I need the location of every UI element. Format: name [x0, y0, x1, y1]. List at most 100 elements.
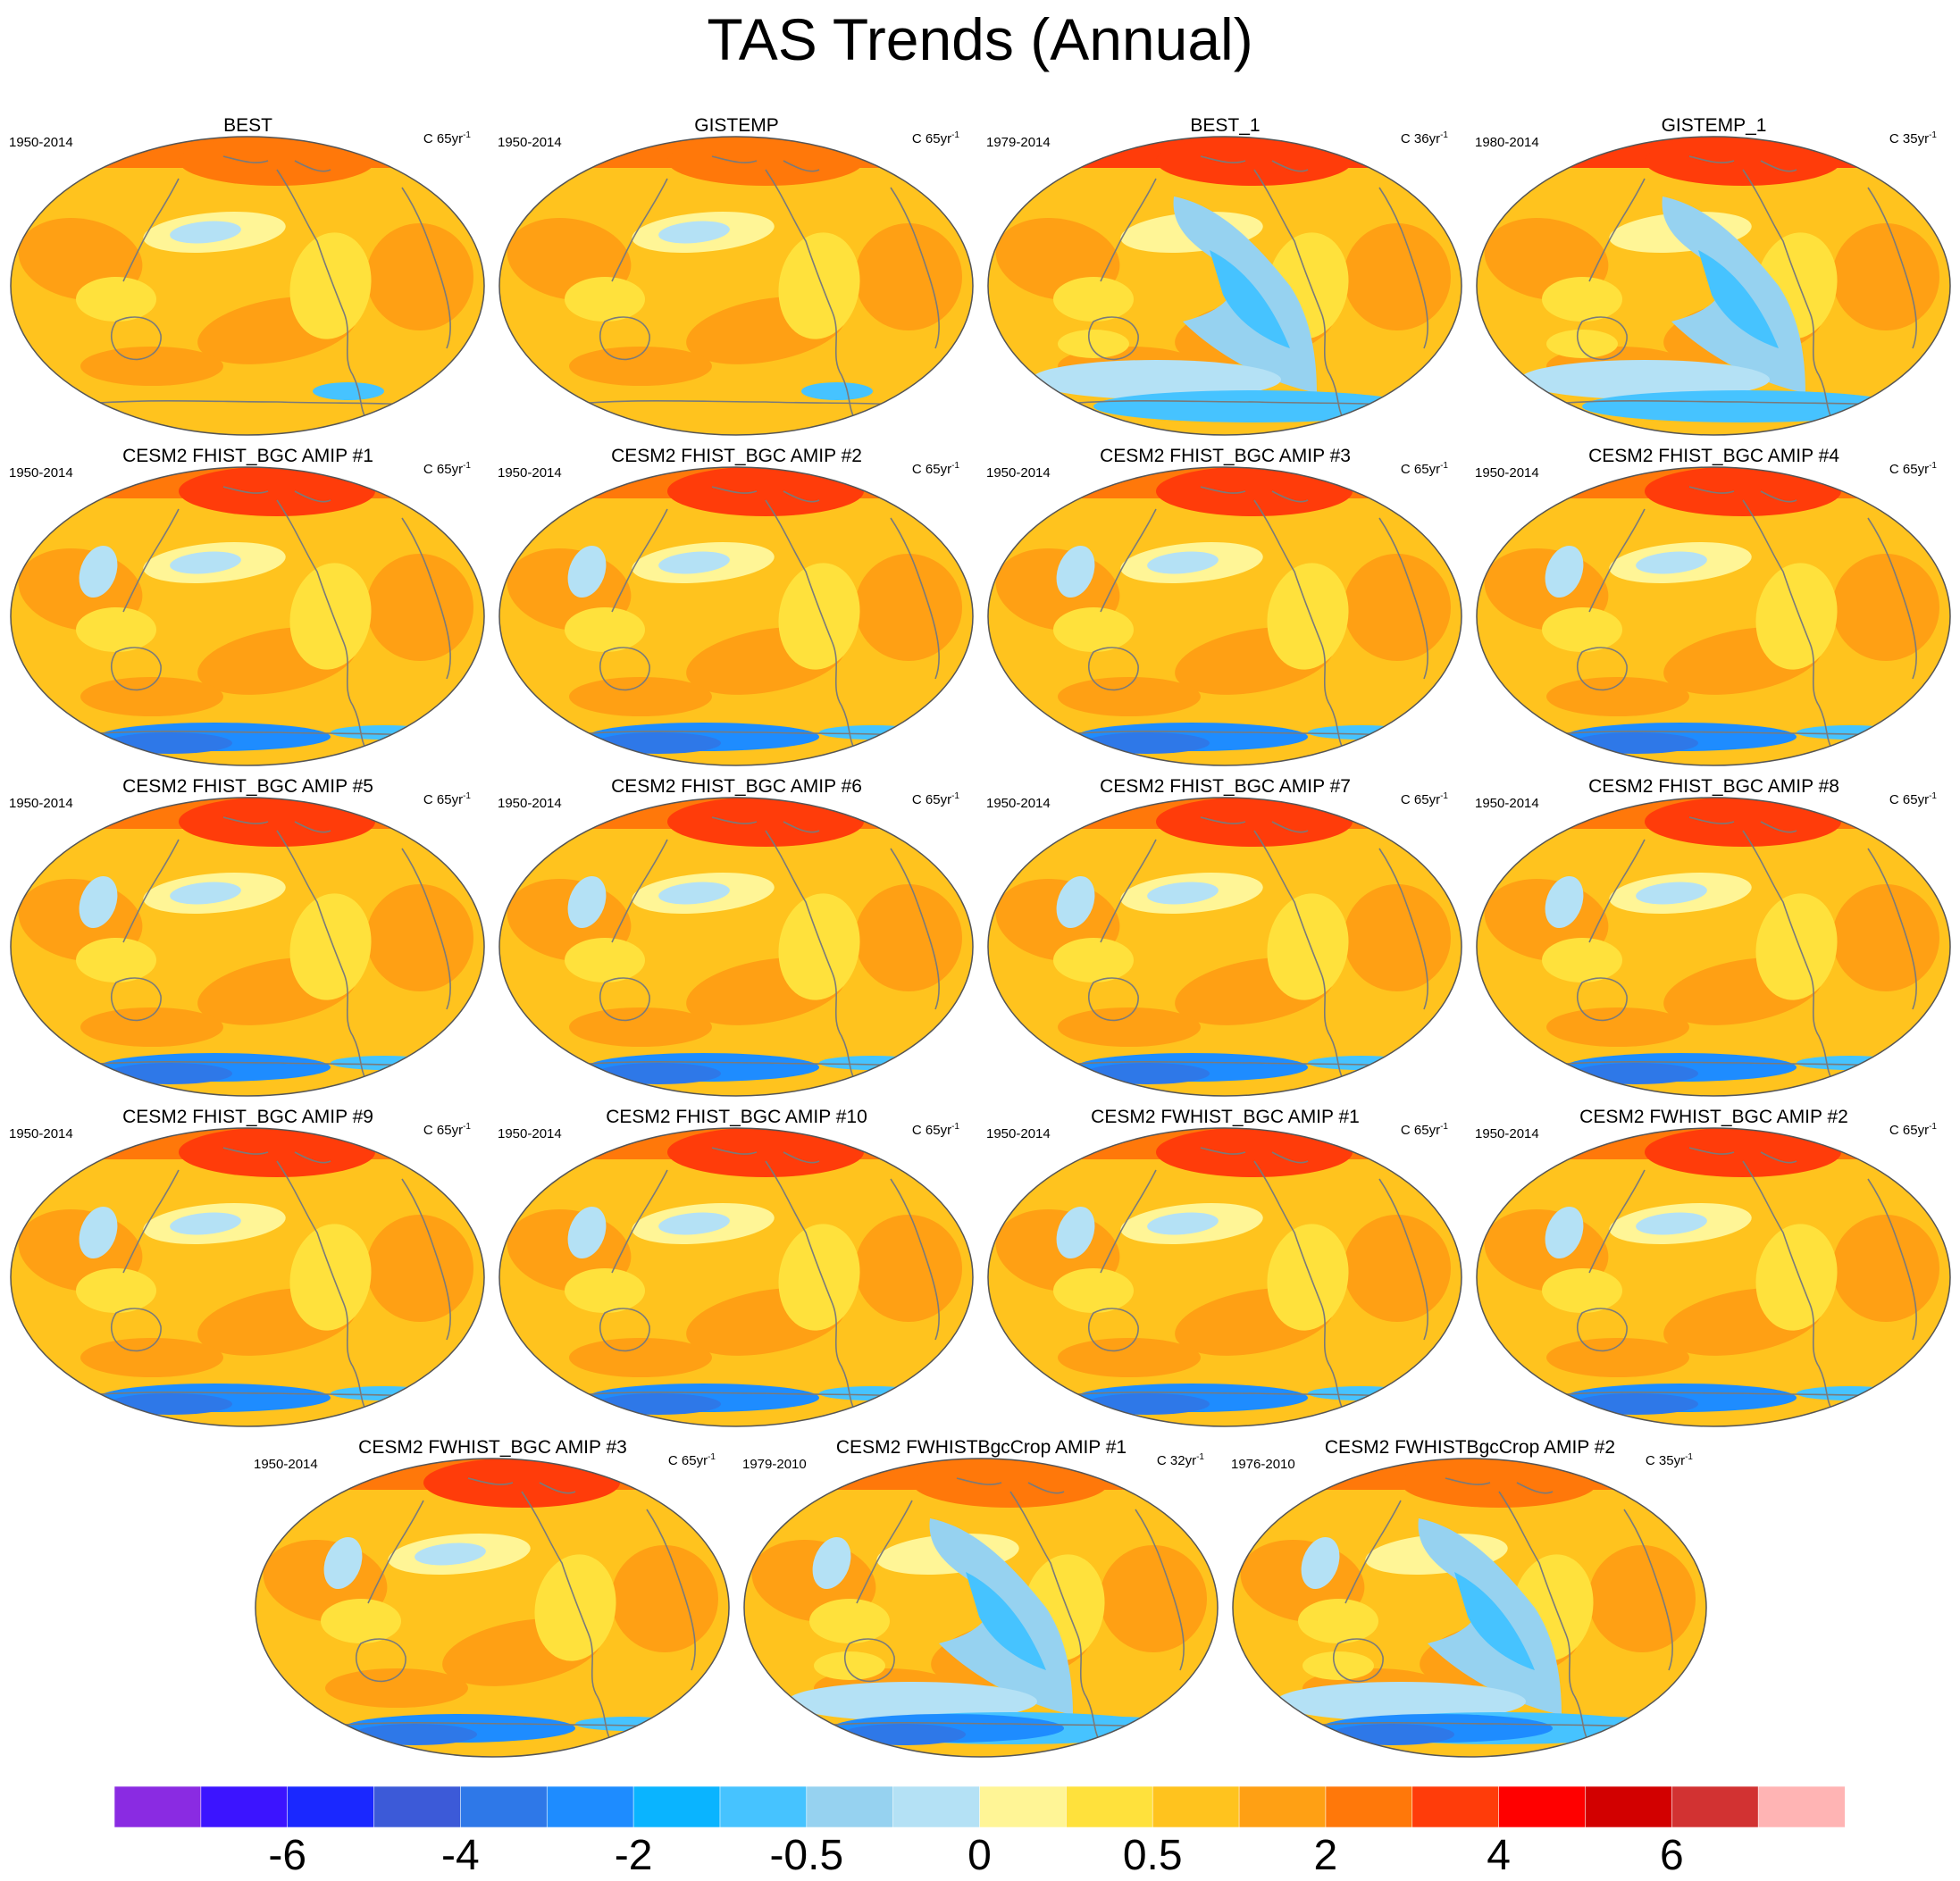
map-panel: CESM2 FHIST_BGC AMIP #4 1950-2014 C 65yr-1 [1475, 445, 1953, 775]
panel-units-exponent: -1 [1440, 791, 1448, 801]
panel-units-text: C 65yr [911, 462, 952, 477]
globe-map [743, 1458, 1219, 1758]
panel-units: C 65yr-1 [668, 1452, 716, 1470]
colorbar-box [1411, 1786, 1500, 1827]
panel-units-exponent: -1 [1685, 1452, 1693, 1462]
trend-field [988, 137, 1462, 435]
colorbar-box [892, 1786, 981, 1827]
panel-units: C 65yr-1 [912, 461, 959, 479]
map-panel: BEST 1950-2014 C 65yr-1 [9, 114, 487, 445]
map-panel: CESM2 FHIST_BGC AMIP #3 1950-2014 C 65yr-1 [986, 445, 1464, 775]
globe-map [498, 797, 974, 1097]
globe-map [1476, 136, 1951, 436]
globe-map [10, 1127, 485, 1427]
globe-outline [1476, 466, 1951, 766]
panel-units-exponent: -1 [708, 1452, 716, 1462]
panel-units: C 65yr-1 [912, 130, 959, 148]
panel-period: 1950-2014 [986, 1126, 1051, 1141]
panel-units-text: C 65yr [1889, 1123, 1930, 1138]
globe-map [498, 466, 974, 766]
panel-title: BEST_1 [1190, 115, 1261, 136]
panel-units-exponent: -1 [1440, 461, 1448, 471]
panel-units: C 65yr-1 [1889, 1122, 1937, 1140]
map-panel: CESM2 FWHIST_BGC AMIP #1 1950-2014 C 65yr-… [986, 1106, 1464, 1436]
map-panel: CESM2 FHIST_BGC AMIP #1 1950-2014 C 65yr-1 [9, 445, 487, 775]
panel-period: 1950-2014 [9, 465, 73, 481]
colorbar-tick-label: 4 [1487, 1832, 1511, 1879]
panel-title: CESM2 FWHIST_BGC AMIP #2 [1579, 1107, 1848, 1127]
globe-outline [1476, 136, 1951, 436]
panel-title: CESM2 FHIST_BGC AMIP #1 [122, 446, 373, 466]
panel-units: C 65yr-1 [423, 461, 471, 479]
globe-outline [987, 466, 1462, 766]
globe-map [1476, 1127, 1951, 1427]
map-panel: CESM2 FHIST_BGC AMIP #9 1950-2014 C 65yr-1 [9, 1106, 487, 1436]
panel-units-text: C 35yr [1645, 1453, 1686, 1468]
globe-map [987, 136, 1462, 436]
panel-period: 1950-2014 [1475, 465, 1539, 481]
panel-period: 1976-2010 [1231, 1457, 1295, 1472]
trend-field [499, 1128, 973, 1426]
panel-units-text: C 65yr [911, 792, 952, 807]
panel-title: CESM2 FWHISTBgcCrop AMIP #1 [835, 1437, 1127, 1458]
globe-map [987, 1127, 1462, 1427]
panel-period: 1979-2014 [986, 135, 1051, 150]
panel-units-exponent: -1 [1440, 130, 1448, 140]
map-panel: CESM2 FHIST_BGC AMIP #5 1950-2014 C 65yr-1 [9, 775, 487, 1106]
panel-units-text: C 35yr [1889, 131, 1930, 146]
panel-units-text: C 65yr [423, 792, 464, 807]
panel-period: 1950-2014 [498, 1126, 562, 1141]
panel-period: 1950-2014 [254, 1457, 318, 1472]
panel-units-text: C 65yr [911, 131, 952, 146]
panel-period: 1950-2014 [986, 796, 1051, 811]
map-panel: CESM2 FWHIST_BGC AMIP #3 1950-2014 C 65yr-… [254, 1436, 732, 1767]
map-panel: CESM2 FWHISTBgcCrop AMIP #2 1976-2010 C 35… [1231, 1436, 1709, 1767]
colorbar-box [1585, 1786, 1673, 1827]
colorbar-box [200, 1786, 289, 1827]
panel-period: 1950-2014 [498, 796, 562, 811]
colorbar-tick-label: 2 [1313, 1832, 1338, 1879]
trend-field [1233, 1459, 1706, 1757]
globe-outline [1476, 797, 1951, 1097]
map-panel: CESM2 FHIST_BGC AMIP #8 1950-2014 C 65yr-1 [1475, 775, 1953, 1106]
trend-field [988, 1128, 1462, 1426]
colorbar-tick-label: 0 [967, 1832, 992, 1879]
panel-units-exponent: -1 [463, 1122, 471, 1132]
colorbar-box [1152, 1786, 1240, 1827]
panel-units-text: C 32yr [1156, 1453, 1197, 1468]
colorbar [114, 1786, 1845, 1827]
globe-outline [1232, 1458, 1707, 1758]
panel-title: CESM2 FWHIST_BGC AMIP #3 [358, 1437, 627, 1458]
panel-units-exponent: -1 [1440, 1122, 1448, 1132]
panel-units-exponent: -1 [463, 130, 471, 140]
panel-units-exponent: -1 [951, 1122, 959, 1132]
panel-units: C 65yr-1 [1889, 791, 1937, 809]
panel-units-text: C 65yr [423, 462, 464, 477]
panel-units: C 65yr-1 [912, 791, 959, 809]
panel-title: CESM2 FHIST_BGC AMIP #10 [606, 1107, 867, 1127]
panel-title: CESM2 FWHIST_BGC AMIP #1 [1091, 1107, 1360, 1127]
panel-period: 1950-2014 [498, 135, 562, 150]
map-panel: CESM2 FWHIST_BGC AMIP #2 1950-2014 C 65yr-… [1475, 1106, 1953, 1436]
panel-units: C 36yr-1 [1401, 130, 1448, 148]
colorbar-box [373, 1786, 462, 1827]
colorbar-box [114, 1786, 202, 1827]
panel-title: CESM2 FWHISTBgcCrop AMIP #2 [1324, 1437, 1616, 1458]
panel-units-text: C 65yr [1400, 462, 1441, 477]
panel-units-exponent: -1 [1929, 130, 1937, 140]
colorbar-box [632, 1786, 721, 1827]
globe-map [987, 466, 1462, 766]
trend-field [255, 1459, 729, 1757]
trend-field [1477, 1128, 1950, 1426]
colorbar-box [1066, 1786, 1153, 1827]
map-panel: GISTEMP 1950-2014 C 65yr-1 [498, 114, 976, 445]
colorbar-box [1325, 1786, 1413, 1827]
panel-units-exponent: -1 [1929, 461, 1937, 471]
colorbar-tick-label: -2 [614, 1832, 653, 1879]
panel-units-exponent: -1 [1929, 791, 1937, 801]
panel-units-exponent: -1 [951, 791, 959, 801]
panel-title: CESM2 FHIST_BGC AMIP #4 [1588, 446, 1839, 466]
colorbar-tick-label: -6 [268, 1832, 307, 1879]
globe-map [1232, 1458, 1707, 1758]
panel-title: CESM2 FHIST_BGC AMIP #6 [611, 776, 862, 797]
